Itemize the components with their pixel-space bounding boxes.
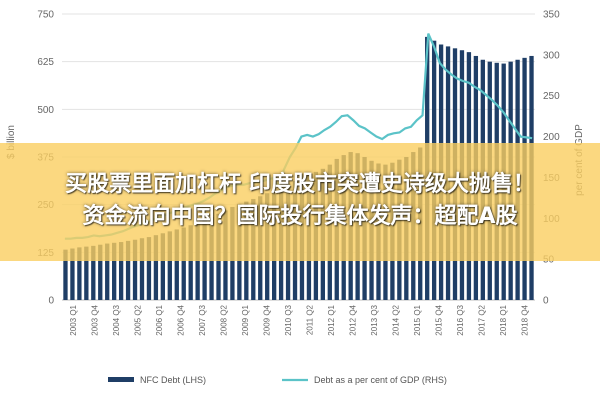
y-right-tick-0: 0 xyxy=(543,296,549,307)
bar-3 xyxy=(84,246,89,300)
bar-13 xyxy=(153,235,159,300)
bar-6 xyxy=(105,243,110,300)
x-tick-19: 2017 Q2 xyxy=(477,304,486,335)
x-tick-18: 2016 Q3 xyxy=(456,304,465,335)
x-tick-4: 2006 Q1 xyxy=(155,304,164,335)
legend-label-debt-gdp: Debt as a per cent of GDP (RHS) xyxy=(314,375,447,385)
legend-label-nfc-debt: NFC Debt (LHS) xyxy=(140,375,206,385)
legend-swatch-nfc-debt xyxy=(108,377,134,382)
bar-5 xyxy=(98,244,103,300)
x-tick-12: 2012 Q1 xyxy=(327,304,336,335)
bar-0 xyxy=(63,249,68,300)
bar-7 xyxy=(112,242,117,300)
y-axis-left-label: $ billion xyxy=(6,125,17,159)
bar-4 xyxy=(91,245,96,300)
x-tick-9: 2009 Q4 xyxy=(262,304,271,335)
x-tick-1: 2003 Q4 xyxy=(90,304,99,335)
y-left-tick-5: 625 xyxy=(37,57,54,68)
x-tick-15: 2014 Q2 xyxy=(391,304,400,335)
y-right-tick-6: 300 xyxy=(543,50,560,61)
bar-2 xyxy=(77,247,82,300)
headline-line-2: 资金流向中国？国际投行集体发声：超配A股 xyxy=(82,204,518,229)
x-tick-0: 2003 Q1 xyxy=(69,304,78,335)
bar-19 xyxy=(195,222,200,300)
x-tick-10: 2010 Q3 xyxy=(284,304,293,335)
x-tick-6: 2007 Q3 xyxy=(198,304,207,335)
x-axis: 2003 Q1 2003 Q4 2004 Q3 2005 Q2 2006 Q1 2006 … xyxy=(69,304,530,335)
x-tick-11: 2011 Q2 xyxy=(305,304,314,335)
bar-16 xyxy=(174,229,179,300)
y-right-tick-4: 200 xyxy=(543,132,560,143)
bar-10 xyxy=(132,239,138,300)
bar-8 xyxy=(118,242,124,300)
headline-text: 买股票里面加杠杆 印度股市突遭史诗级大抛售！ 资金流向中国？国际投行集体发声：超… xyxy=(14,169,586,233)
x-tick-8: 2009 Q1 xyxy=(241,304,250,335)
x-tick-20: 2018 Q1 xyxy=(499,304,508,335)
x-tick-7: 2008 Q2 xyxy=(219,304,228,335)
x-tick-13: 2012 Q4 xyxy=(348,304,357,335)
bar-9 xyxy=(125,240,131,300)
legend: NFC Debt (LHS) Debt as a per cent of GDP… xyxy=(108,375,447,385)
y-left-tick-0: 0 xyxy=(48,296,54,307)
x-tick-3: 2005 Q2 xyxy=(133,304,142,335)
y-right-tick-7: 350 xyxy=(543,10,560,21)
bar-1 xyxy=(70,248,75,300)
bar-11 xyxy=(139,238,145,300)
y-left-tick-6: 750 xyxy=(37,10,54,21)
y-left-tick-4: 500 xyxy=(37,105,54,116)
x-tick-5: 2006 Q4 xyxy=(176,304,185,335)
bar-12 xyxy=(146,237,152,300)
x-tick-16: 2015 Q1 xyxy=(413,304,422,335)
bar-18 xyxy=(188,225,193,300)
y-right-tick-5: 250 xyxy=(543,91,560,102)
headline-line-1: 买股票里面加杠杆 印度股市突遭史诗级大抛售！ xyxy=(65,172,535,197)
x-tick-14: 2013 Q3 xyxy=(370,304,379,335)
bar-17 xyxy=(181,227,186,300)
bar-15 xyxy=(167,231,172,300)
bar-14 xyxy=(160,233,166,300)
headline-banner: 买股票里面加杠杆 印度股市突遭史诗级大抛售！ 资金流向中国？国际投行集体发声：超… xyxy=(0,143,600,261)
x-tick-17: 2015 Q4 xyxy=(434,304,443,335)
x-tick-2: 2004 Q3 xyxy=(112,304,121,335)
x-tick-21: 2018 Q4 xyxy=(520,304,529,335)
